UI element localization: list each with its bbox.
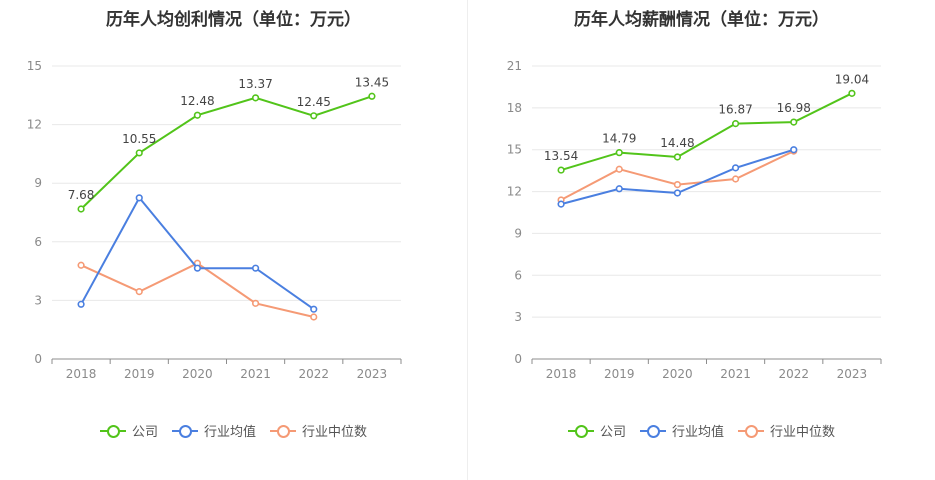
data-point	[135, 194, 143, 202]
legend-swatch-icon	[99, 424, 126, 438]
data-point	[673, 153, 682, 161]
legend-item[interactable]: 公司	[567, 421, 626, 440]
y-tick-label: 6	[514, 268, 522, 282]
data-label: 10.55	[122, 132, 156, 146]
data-label: 16.87	[718, 103, 752, 117]
series-line	[80, 196, 315, 311]
legend-label: 行业均值	[203, 425, 256, 440]
data-point	[848, 89, 856, 97]
chart-title: 历年人均薪酬情况（单位：万元）	[574, 10, 829, 30]
y-tick-label: 15	[507, 143, 522, 157]
line-chart-profit: 0 3 6 9 12 15 2018 2019 2020 2021 2022 2023 7.68 10.5…	[27, 59, 402, 381]
data-point	[731, 164, 740, 172]
data-label: 13.45	[355, 75, 389, 89]
data-point	[615, 149, 623, 157]
chart-legend: 公司 行业均值 行业中位数	[0, 421, 467, 440]
chart-panel-salary: 历年人均薪酬情况（单位：万元） 0 3 6 9 12 15 18 21 2018 2019 2020…	[468, 0, 935, 480]
data-label: 16.98	[777, 101, 811, 115]
legend-item[interactable]: 行业均值	[639, 421, 724, 440]
x-tick-label: 2018	[546, 367, 577, 381]
x-tick-label: 2023	[837, 367, 868, 381]
data-label: 14.48	[660, 136, 694, 150]
y-tick-label: 3	[514, 310, 522, 324]
x-tick-label: 2022	[298, 367, 329, 381]
y-tick-label: 12	[507, 185, 522, 199]
data-point	[77, 300, 85, 308]
legend-swatch-icon	[639, 424, 666, 438]
data-point	[193, 111, 202, 119]
legend-swatch-icon	[567, 424, 594, 438]
legend-item[interactable]: 行业中位数	[270, 421, 367, 440]
data-point	[310, 313, 318, 321]
x-tick-label: 2020	[182, 367, 213, 381]
legend-label: 行业中位数	[770, 425, 836, 440]
y-tick-label: 15	[27, 59, 42, 73]
data-point	[135, 288, 143, 296]
chart-panel-profit: 历年人均创利情况（单位：万元） 0 3 6 9 12 15 2018 2019 2020 2021…	[0, 0, 467, 480]
data-point	[731, 175, 740, 183]
data-point	[790, 118, 798, 126]
y-tick-label: 3	[34, 293, 42, 307]
y-tick-label: 18	[507, 101, 522, 115]
y-tick-label: 9	[34, 176, 42, 190]
legend-swatch-icon	[738, 424, 764, 438]
x-tick-label: 2023	[357, 367, 388, 381]
chart-title: 历年人均创利情况（单位：万元）	[106, 10, 361, 30]
legend-swatch-icon	[270, 424, 296, 438]
chart-legend: 公司 行业均值 行业中位数	[468, 421, 935, 440]
legend-item[interactable]: 公司	[99, 421, 158, 440]
x-tick-label: 2019	[124, 367, 155, 381]
legend-item[interactable]: 行业中位数	[738, 421, 835, 440]
data-label: 19.04	[835, 72, 869, 86]
legend-item[interactable]: 行业均值	[171, 421, 256, 440]
x-tick-label: 2021	[240, 367, 271, 381]
data-label: 14.79	[602, 132, 636, 146]
data-point	[310, 112, 318, 120]
legend-label: 公司	[131, 425, 158, 440]
data-point	[251, 264, 260, 272]
data-point	[673, 189, 682, 197]
data-label: 12.48	[180, 94, 214, 108]
y-tick-label: 0	[514, 352, 522, 366]
data-point	[557, 166, 565, 174]
data-point	[193, 264, 202, 272]
data-label: 13.54	[544, 149, 578, 163]
data-point	[310, 305, 318, 313]
panel-divider	[467, 0, 468, 480]
data-point	[673, 180, 682, 189]
data-point	[615, 165, 623, 173]
data-label: 7.68	[68, 188, 95, 202]
legend-label: 公司	[599, 425, 626, 440]
x-tick-label: 2020	[662, 367, 693, 381]
data-point	[251, 299, 260, 307]
series-line	[560, 92, 853, 172]
data-point	[790, 146, 798, 154]
data-point	[731, 120, 740, 128]
series-line	[80, 95, 373, 210]
line-chart-salary: 0 3 6 9 12 15 18 21 2018 2019 2020 2021 2022 2023 13.5…	[507, 59, 882, 381]
data-label: 13.37	[238, 77, 272, 91]
data-point	[77, 205, 85, 213]
x-tick-label: 2019	[604, 367, 635, 381]
y-tick-label: 0	[34, 352, 42, 366]
y-tick-label: 9	[514, 226, 522, 240]
x-tick-label: 2022	[778, 367, 809, 381]
data-point	[368, 92, 376, 100]
legend-label: 行业均值	[671, 425, 724, 440]
data-point	[135, 149, 143, 157]
data-point	[251, 94, 260, 102]
x-tick-label: 2021	[720, 367, 751, 381]
y-tick-label: 12	[27, 118, 42, 132]
data-point	[615, 185, 623, 193]
x-tick-label: 2018	[66, 367, 97, 381]
data-label: 12.45	[297, 95, 331, 109]
data-point	[77, 261, 85, 269]
y-tick-label: 21	[507, 59, 522, 73]
y-tick-label: 6	[34, 235, 42, 249]
legend-label: 行业中位数	[302, 425, 368, 440]
data-point	[557, 200, 565, 208]
legend-swatch-icon	[171, 424, 198, 438]
